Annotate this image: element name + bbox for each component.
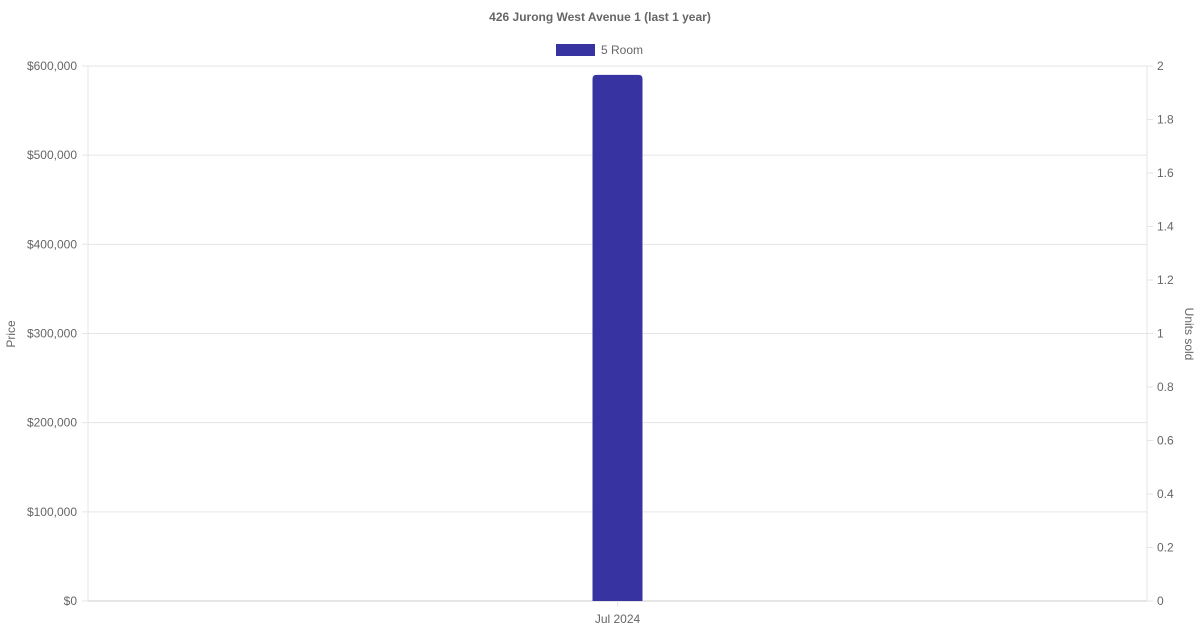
y2-axis-label: Units sold	[1182, 308, 1196, 361]
y2-tick-label: 0.6	[1157, 434, 1174, 448]
y2-tick-label: 1.6	[1157, 166, 1174, 180]
y2-tick-label: 1	[1157, 327, 1164, 341]
y2-tick-label: 1.8	[1157, 113, 1174, 127]
y2-tick-label: 0.8	[1157, 380, 1174, 394]
y-tick-label: $200,000	[27, 416, 77, 430]
y-tick-label: $0	[64, 594, 78, 608]
chart-title: 426 Jurong West Avenue 1 (last 1 year)	[489, 10, 711, 24]
y-tick-label: $400,000	[27, 237, 77, 251]
y2-tick-label: 0.4	[1157, 487, 1174, 501]
y2-tick-label: 0.2	[1157, 541, 1174, 555]
y-axis-label: Price	[4, 320, 18, 348]
y2-tick-label: 2	[1157, 59, 1164, 73]
y-tick-label: $300,000	[27, 327, 77, 341]
bar	[592, 74, 643, 601]
y2-tick-label: 0	[1157, 594, 1164, 608]
legend-label: 5 Room	[601, 43, 643, 57]
y-tick-label: $500,000	[27, 148, 77, 162]
y-tick-label: $600,000	[27, 59, 77, 73]
legend[interactable]: 5 Room	[556, 43, 643, 57]
y2-tick-label: 1.2	[1157, 273, 1174, 287]
y-tick-label: $100,000	[27, 505, 77, 519]
x-tick-label: Jul 2024	[595, 612, 641, 626]
y2-tick-label: 1.4	[1157, 220, 1174, 234]
legend-swatch	[556, 44, 595, 56]
